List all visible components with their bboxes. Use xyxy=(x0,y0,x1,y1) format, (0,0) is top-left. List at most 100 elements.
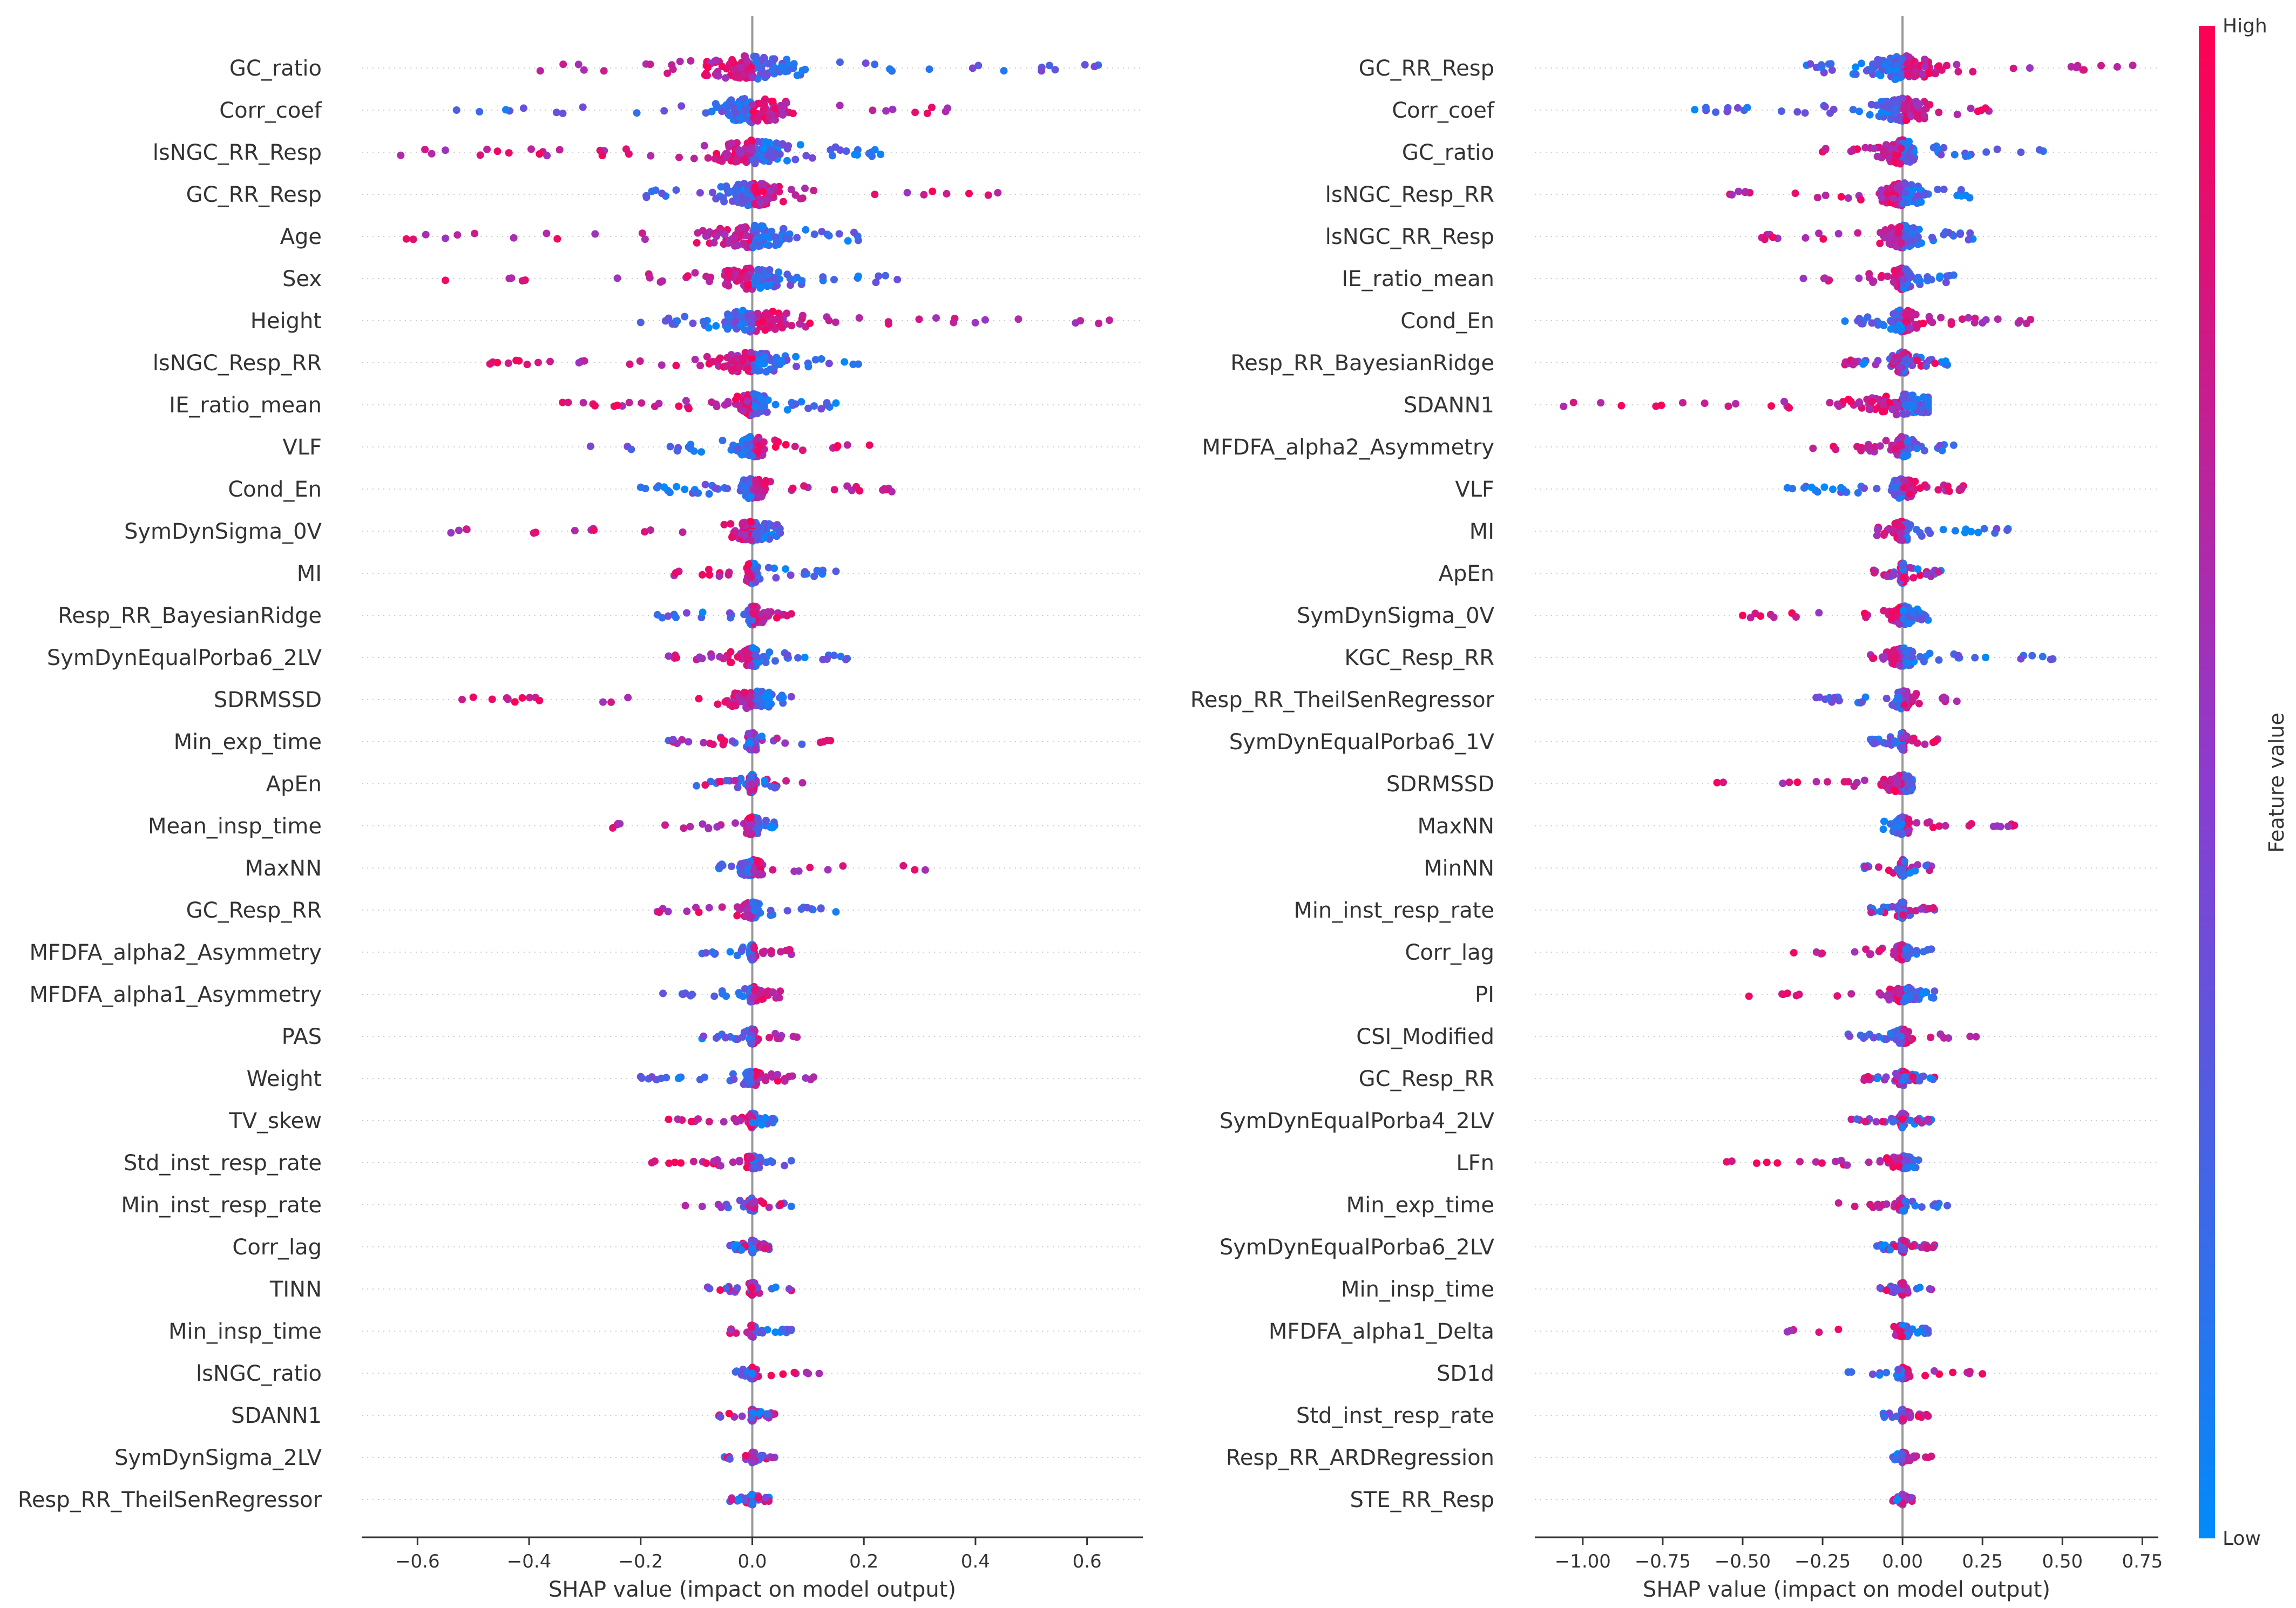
shap-dot xyxy=(871,60,879,69)
shap-dot xyxy=(837,653,845,661)
shap-dot xyxy=(653,484,661,492)
shap-dot xyxy=(1014,315,1022,323)
feature-label: Cond_En xyxy=(228,477,322,502)
shap-dot xyxy=(738,307,746,315)
shap-dot xyxy=(843,441,851,449)
shap-dot xyxy=(728,533,736,541)
shap-dot xyxy=(762,1073,770,1081)
shap-dot xyxy=(734,1035,742,1043)
shap-dot xyxy=(695,695,703,703)
shap-dot xyxy=(911,866,919,874)
shap-dot xyxy=(758,153,766,161)
shap-dot xyxy=(806,864,814,872)
shap-dot xyxy=(665,1115,673,1123)
feature-label: lsNGC_RR_Resp xyxy=(153,140,322,165)
shap-dot xyxy=(1927,276,1935,284)
shap-dot xyxy=(636,318,645,327)
shap-dot xyxy=(703,352,711,361)
shap-dot xyxy=(1900,390,1908,398)
shap-dot xyxy=(950,318,958,327)
shap-dot xyxy=(759,653,767,661)
shap-dot xyxy=(519,104,527,112)
shap-dot xyxy=(751,159,759,167)
shap-dot xyxy=(652,186,660,194)
shap-dot xyxy=(728,1496,736,1504)
shap-dot xyxy=(647,152,655,160)
shap-dot xyxy=(751,531,759,539)
shap-dot xyxy=(664,612,672,620)
shap-dot xyxy=(660,483,668,491)
left-x-axis-label: SHAP value (impact on model output) xyxy=(548,1577,956,1602)
shap-dot xyxy=(669,736,677,744)
shap-dot xyxy=(740,1028,748,1036)
shap-dot xyxy=(790,1368,798,1376)
shap-dot xyxy=(571,527,579,534)
shap-dot xyxy=(748,953,756,961)
shap-dot xyxy=(831,318,839,327)
shap-dot xyxy=(1891,76,1899,84)
shap-dot xyxy=(564,398,572,406)
shap-dot xyxy=(693,239,701,247)
shap-dot xyxy=(777,101,785,110)
shap-dot xyxy=(727,1326,735,1334)
shap-dot xyxy=(771,1328,780,1336)
shap-dot xyxy=(711,155,719,163)
shap-dot xyxy=(505,149,513,157)
shap-dot xyxy=(841,358,849,366)
shap-dot xyxy=(1858,59,1865,67)
feature-label: MFDFA_alpha1_Asymmetry xyxy=(29,982,322,1007)
shap-dot xyxy=(1834,230,1843,238)
shap-dot xyxy=(1912,68,1920,76)
feature-label: VLF xyxy=(282,435,322,460)
shap-dot xyxy=(915,315,923,323)
shap-dot xyxy=(765,1203,773,1211)
shap-dot xyxy=(1936,272,1944,280)
shap-dot xyxy=(798,194,807,202)
shap-dot xyxy=(771,105,779,113)
shap-dot xyxy=(793,71,801,79)
shap-dot xyxy=(679,528,687,536)
shap-dot xyxy=(1908,237,1916,245)
shap-dot xyxy=(844,237,852,245)
shap-dot xyxy=(715,572,723,580)
shap-dot xyxy=(716,778,724,785)
shap-dot xyxy=(476,151,484,159)
shap-dot xyxy=(748,138,756,146)
shap-dot xyxy=(748,1491,756,1499)
shap-dot xyxy=(744,560,753,568)
shap-dot xyxy=(672,186,680,194)
shap-dot xyxy=(1867,100,1875,108)
shap-dot xyxy=(636,357,644,365)
shap-dot xyxy=(693,782,701,790)
shap-dot xyxy=(663,69,672,77)
shap-dot xyxy=(1893,184,1901,192)
shap-dot xyxy=(834,442,842,450)
shap-dot xyxy=(708,948,716,956)
feature-label: GC_Resp_RR xyxy=(186,898,322,923)
shap-dot xyxy=(771,1283,780,1291)
shap-dot xyxy=(1793,108,1801,116)
shap-dot xyxy=(729,1158,737,1166)
shap-dot xyxy=(815,1369,823,1378)
shap-dot xyxy=(543,152,551,160)
shap-dot xyxy=(736,1117,744,1125)
shap-dot xyxy=(727,139,735,147)
shap-dot xyxy=(707,653,715,661)
shap-dot xyxy=(1904,60,1912,68)
shap-dot xyxy=(761,353,769,361)
shap-dot xyxy=(1884,273,1892,280)
shap-dot xyxy=(707,777,715,785)
shap-dot xyxy=(1890,357,1898,365)
feature-label: Min_insp_time xyxy=(168,1319,322,1344)
shap-dot xyxy=(1617,402,1626,410)
shap-dot xyxy=(800,482,808,490)
shap-dot xyxy=(684,272,692,280)
shap-dot xyxy=(743,196,751,205)
shap-dot xyxy=(767,906,775,914)
shap-dot xyxy=(778,324,786,332)
shap-dot xyxy=(673,654,680,662)
shap-dot xyxy=(710,239,718,247)
shap-dot xyxy=(825,232,833,240)
shap-dot xyxy=(767,947,775,955)
shap-dot xyxy=(811,356,819,364)
